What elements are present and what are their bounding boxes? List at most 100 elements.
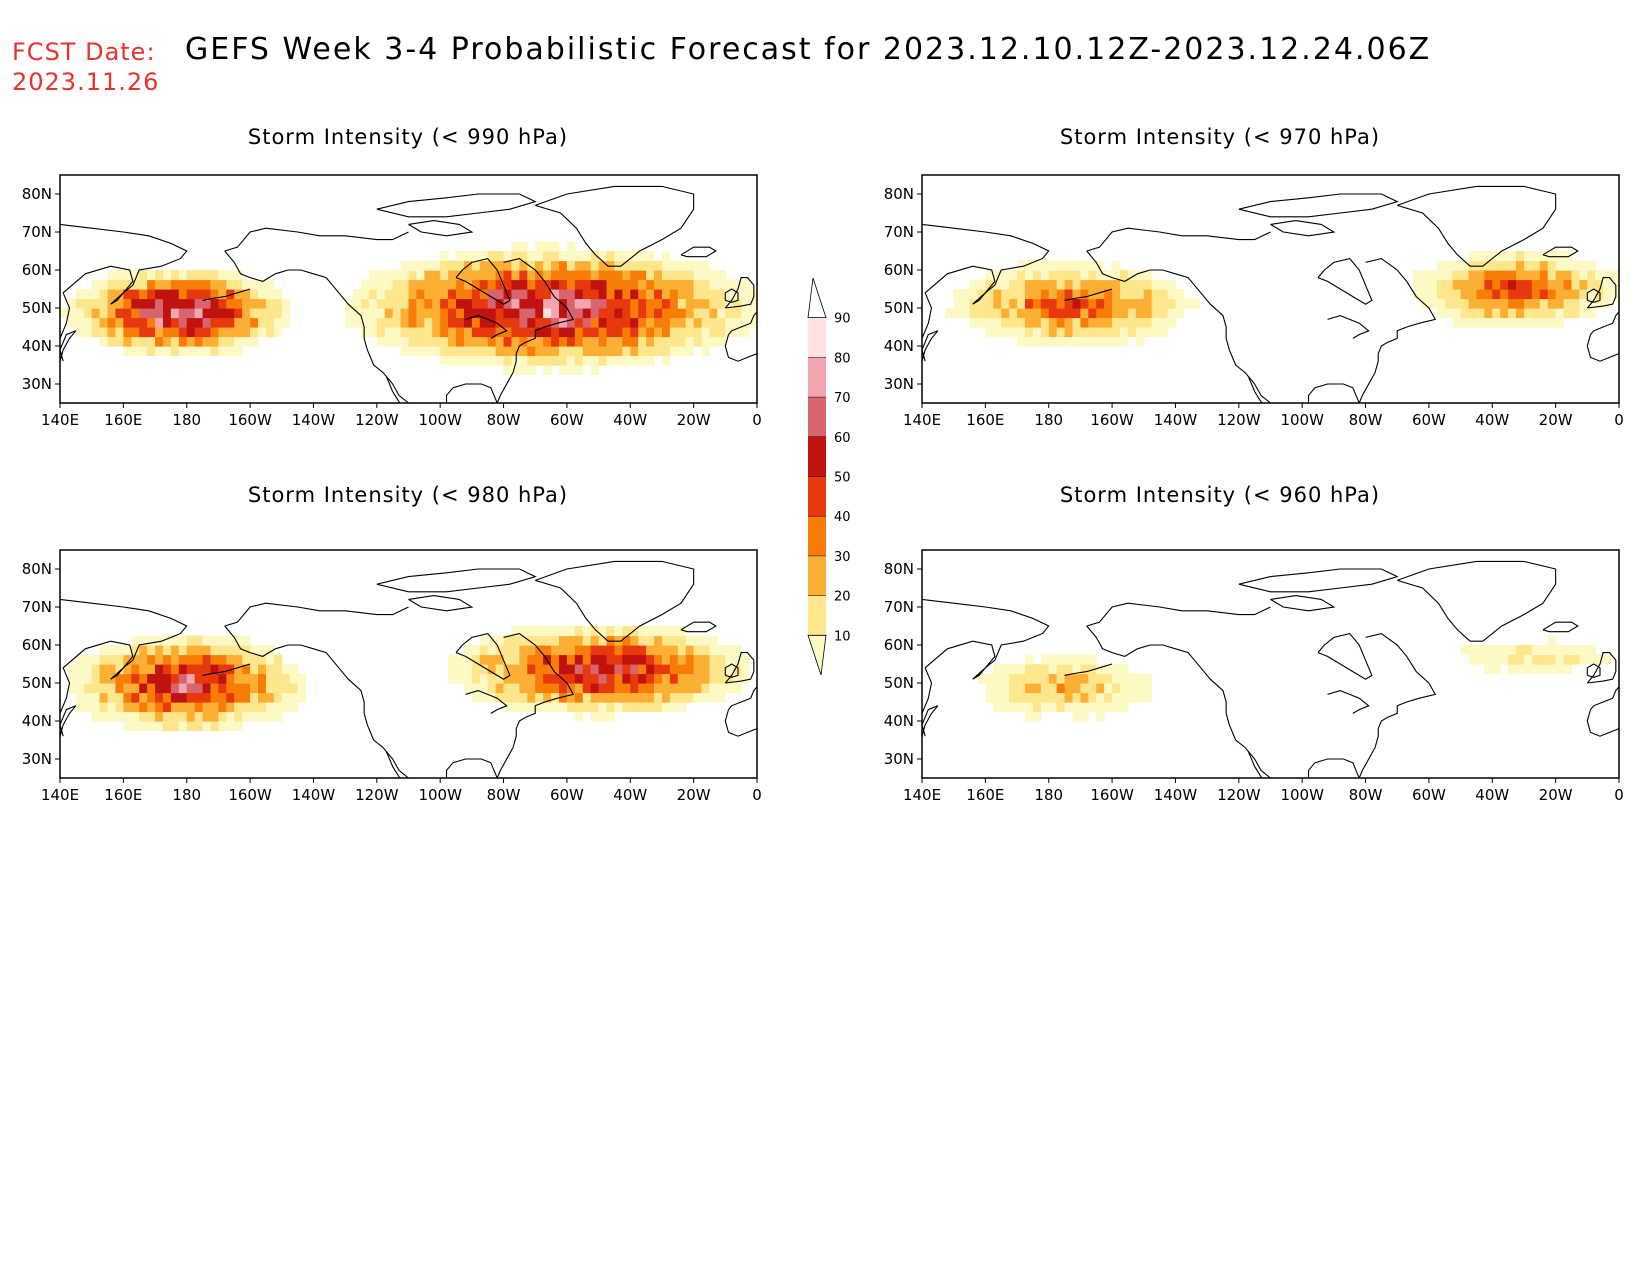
field-cell <box>194 692 204 703</box>
field-cell <box>606 270 616 281</box>
field-cell <box>1064 317 1074 328</box>
field-cell <box>677 298 687 309</box>
field-cell <box>709 279 718 290</box>
lon-tick-label: 40W <box>1475 786 1509 804</box>
field-cell <box>1048 308 1058 319</box>
field-cell <box>614 260 623 271</box>
field-cell <box>463 317 473 328</box>
field-cell <box>1024 270 1034 281</box>
field-cell <box>1072 692 1082 703</box>
field-cell <box>701 327 711 338</box>
field-cell <box>598 683 608 694</box>
field-cell <box>155 279 164 290</box>
field-cell <box>535 626 544 637</box>
field-cell <box>1151 298 1161 309</box>
field-cell <box>598 673 608 684</box>
field-cell <box>123 645 132 656</box>
field-cell <box>1151 327 1161 338</box>
field-cell <box>527 346 536 357</box>
lon-tick-label: 140W <box>292 411 336 429</box>
field-cell <box>1143 673 1153 684</box>
field-cell <box>258 683 267 694</box>
field-cell <box>479 279 489 290</box>
field-cell <box>1460 317 1470 328</box>
field-cell <box>91 289 101 300</box>
field-cell <box>1048 654 1058 665</box>
field-cell <box>725 308 734 319</box>
field-cell <box>218 702 227 713</box>
field-cell <box>543 298 552 309</box>
field-cell <box>186 327 196 338</box>
field-cell <box>265 654 275 665</box>
field-cell <box>162 635 172 646</box>
field-cell <box>677 702 687 713</box>
field-cell <box>1484 645 1493 656</box>
colorbar-label: 60 <box>834 431 851 446</box>
field-cell <box>566 327 576 338</box>
field-cell <box>630 336 639 347</box>
field-cell <box>60 308 69 319</box>
field-cell <box>1040 308 1050 319</box>
field-cell <box>162 673 172 684</box>
field-cell <box>170 683 180 694</box>
field-cell <box>1587 289 1596 300</box>
field-cell <box>1080 654 1089 665</box>
field-cell <box>590 279 600 290</box>
field-cell <box>1611 270 1619 281</box>
coastline <box>202 288 251 301</box>
field-cell <box>218 711 227 722</box>
field-cell <box>582 692 592 703</box>
field-cell <box>582 702 592 713</box>
field-cell <box>701 673 711 684</box>
field-cell <box>1001 327 1010 338</box>
field-cell <box>281 308 291 319</box>
field-cell <box>67 317 77 328</box>
field-cell <box>566 308 576 319</box>
field-cell <box>1040 692 1050 703</box>
field-cell <box>1024 664 1034 675</box>
field-cell <box>669 308 679 319</box>
lat-tick-label: 30N <box>884 750 914 768</box>
field-cell <box>91 673 101 684</box>
field-cell <box>1072 289 1082 300</box>
field-cell <box>384 289 394 300</box>
field-cell <box>1500 260 1509 271</box>
field-cell <box>234 635 243 646</box>
field-cell <box>162 270 172 281</box>
field-cell <box>551 308 560 319</box>
field-cell <box>519 308 528 319</box>
field-cell <box>234 336 243 347</box>
field-cell <box>162 308 172 319</box>
field-cell <box>210 336 220 347</box>
field-cell <box>1563 289 1573 300</box>
lon-tick-label: 60W <box>1412 786 1446 804</box>
field-cell <box>1563 308 1573 319</box>
field-cell <box>1452 298 1462 309</box>
field-cell <box>115 683 124 694</box>
field-cell <box>1135 289 1145 300</box>
field-cell <box>527 298 536 309</box>
field-cell <box>139 270 148 281</box>
coastline <box>455 257 511 305</box>
field-cell <box>630 692 639 703</box>
field-cell <box>115 711 124 722</box>
field-cell <box>1143 683 1153 694</box>
lat-tick-label: 30N <box>884 375 914 393</box>
field-cell <box>566 251 576 262</box>
field-cell <box>543 683 552 694</box>
field-cell <box>1001 673 1010 684</box>
field-cell <box>701 692 711 703</box>
field-cell <box>155 317 164 328</box>
field-cell <box>1539 664 1549 675</box>
field-cell <box>226 308 235 319</box>
field-cell <box>630 673 639 684</box>
lon-tick-label: 140W <box>292 786 336 804</box>
field-cell <box>471 355 481 366</box>
field-cell <box>1420 270 1430 281</box>
field-cell <box>566 683 576 694</box>
field-cell <box>1104 692 1113 703</box>
lon-tick-label: 180 <box>1034 411 1063 429</box>
field-cell <box>471 654 481 665</box>
field-cell <box>416 298 425 309</box>
field-cell <box>1547 308 1557 319</box>
